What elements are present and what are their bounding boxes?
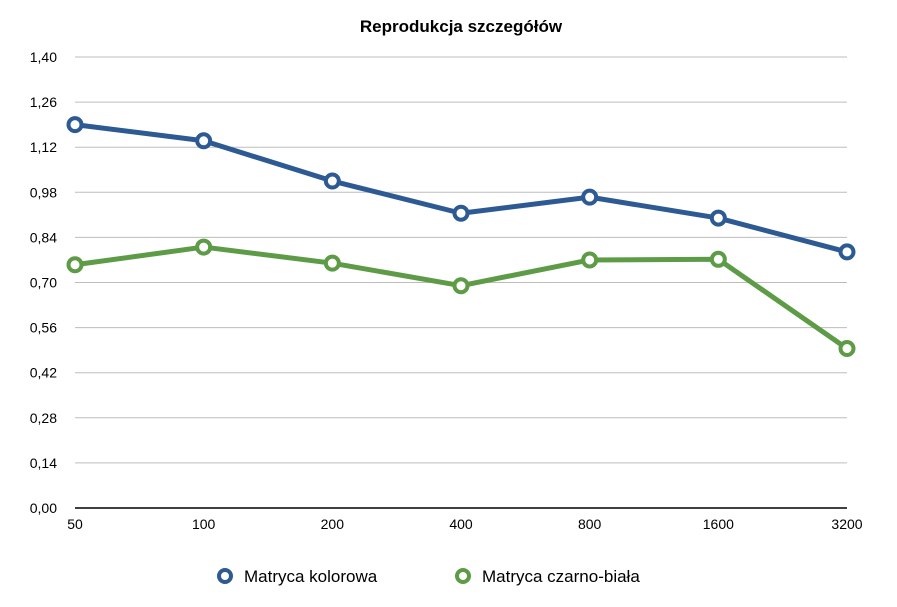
y-tick-label: 1,12 [30, 139, 57, 155]
chart-title: Reprodukcja szczegółów [359, 17, 563, 36]
x-tick-label: 800 [578, 516, 602, 532]
data-point-marker [195, 238, 213, 256]
series-line-2 [72, 244, 850, 352]
y-tick-label: 0,56 [30, 320, 57, 336]
data-point-marker [66, 116, 84, 134]
x-tick-label: 100 [192, 516, 216, 532]
data-point-marker [709, 209, 727, 227]
x-tick-label: 1600 [703, 516, 734, 532]
legend-marker [217, 568, 233, 584]
data-point-marker [581, 188, 599, 206]
data-point-marker [838, 243, 856, 261]
series-line-1 [72, 122, 850, 255]
y-tick-label: 0,14 [30, 455, 57, 471]
x-tick-label: 200 [321, 516, 345, 532]
data-point-marker [323, 172, 341, 190]
legend-label: Matryca kolorowa [244, 567, 378, 586]
x-tick-label: 3200 [831, 516, 862, 532]
data-point-marker [66, 256, 84, 274]
y-tick-label: 0,42 [30, 365, 57, 381]
data-point-marker [452, 204, 470, 222]
y-tick-label: 0,84 [30, 229, 57, 245]
y-tick-label: 0,28 [30, 410, 57, 426]
y-tick-label: 0,70 [30, 275, 57, 291]
legend-marker [455, 568, 471, 584]
data-point-marker [838, 340, 856, 358]
y-tick-label: 1,40 [30, 49, 57, 65]
data-point-marker [709, 250, 727, 268]
y-tick-label: 1,26 [30, 94, 57, 110]
x-tick-label: 50 [67, 516, 83, 532]
data-point-marker [581, 251, 599, 269]
y-tick-label: 0,00 [30, 500, 57, 516]
data-point-marker [195, 132, 213, 150]
data-point-marker [323, 254, 341, 272]
legend-label: Matryca czarno-biała [482, 567, 640, 586]
y-tick-label: 0,98 [30, 184, 57, 200]
x-tick-label: 400 [449, 516, 473, 532]
data-point-marker [452, 277, 470, 295]
